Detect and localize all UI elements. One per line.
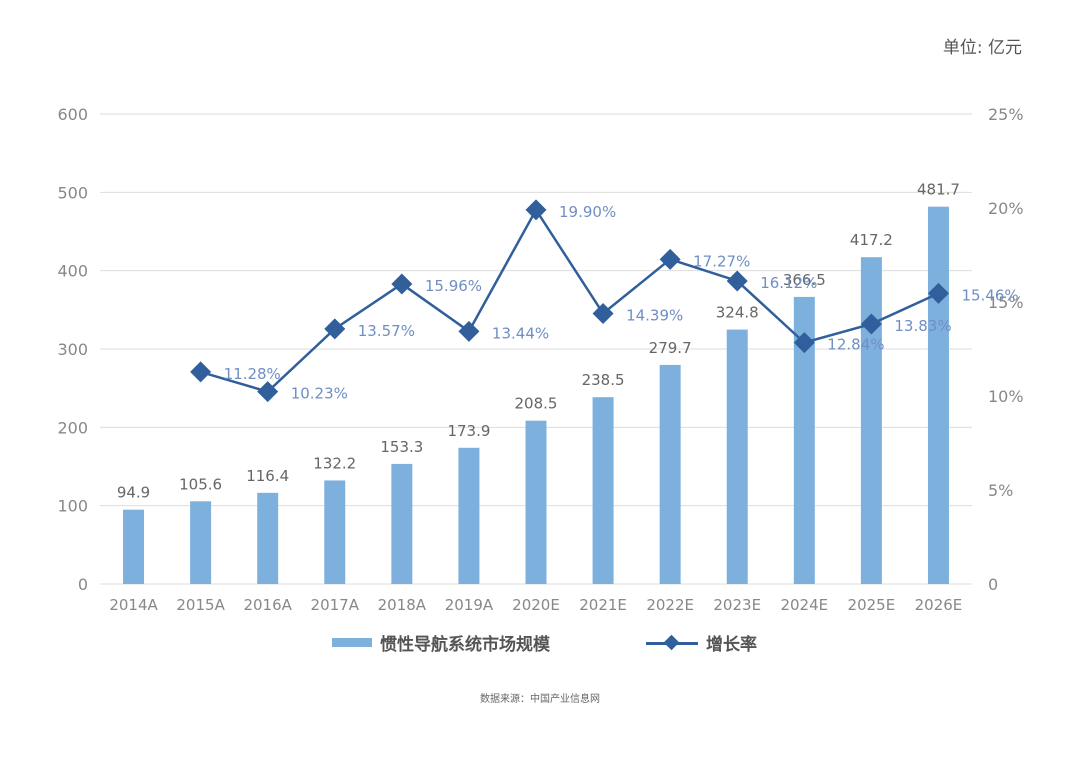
legend-swatch-bar — [332, 638, 372, 647]
growth-rate-point — [190, 361, 212, 383]
y-left-tick-label: 400 — [57, 262, 88, 281]
growth-rate-label: 15.46% — [961, 286, 1018, 304]
bar — [458, 447, 480, 584]
y-left-tick-label: 600 — [57, 105, 88, 124]
x-tick-label: 2025E — [848, 596, 896, 614]
y-right-tick-label: 5% — [988, 481, 1013, 500]
bar — [860, 257, 882, 584]
legend-item-bar: 惯性导航系统市场规模 — [332, 630, 550, 655]
bar-value-label: 153.3 — [380, 438, 423, 456]
bar-value-label: 238.5 — [582, 371, 625, 389]
growth-rate-point — [659, 248, 681, 270]
growth-rate-point — [860, 313, 882, 335]
bar-value-label: 94.9 — [117, 484, 150, 502]
bar — [123, 509, 145, 584]
x-tick-label: 2014A — [109, 596, 158, 614]
growth-rate-label: 15.96% — [425, 277, 482, 295]
y-right-tick-label: 10% — [988, 387, 1024, 406]
x-tick-label: 2018A — [378, 596, 427, 614]
bar — [659, 364, 681, 584]
bar-value-label: 366.5 — [783, 271, 826, 289]
unit-label: 单位: 亿元 — [942, 38, 1022, 58]
bar-value-label: 132.2 — [313, 454, 356, 472]
bar — [793, 296, 815, 584]
bar — [592, 397, 614, 584]
bar-value-label: 105.6 — [179, 475, 222, 493]
growth-rate-label: 14.39% — [626, 306, 683, 324]
y-right-tick-label: 15% — [988, 293, 1024, 312]
growth-rate-label: 17.27% — [693, 252, 750, 270]
legend-swatch-line — [646, 636, 698, 650]
y-right-tick-label: 20% — [988, 199, 1024, 218]
growth-rate-label: 13.57% — [358, 322, 415, 340]
growth-rate-point — [793, 332, 815, 354]
growth-rate-point — [525, 199, 547, 221]
bar-value-label: 417.2 — [850, 231, 893, 249]
bar-value-label: 116.4 — [246, 467, 289, 485]
y-right-tick-label: 25% — [988, 105, 1024, 124]
growth-rate-label: 16.12% — [760, 274, 817, 292]
legend: 惯性导航系统市场规模 增长率 — [0, 630, 1080, 656]
x-tick-label: 2024E — [780, 596, 828, 614]
growth-rate-label: 13.44% — [492, 324, 549, 342]
combo-chart: 0 100 200 300 400 500 600 0 5% 10% 15% 20% 25% 94.9 10… — [57, 105, 1024, 614]
y-left-tick-label: 500 — [57, 183, 88, 202]
growth-rate-label: 13.83% — [894, 317, 951, 335]
bar-value-label: 481.7 — [917, 181, 960, 199]
growth-rate-point — [257, 381, 279, 403]
x-tick-label: 2022E — [646, 596, 694, 614]
bar — [525, 420, 547, 584]
growth-rate-label: 19.90% — [559, 203, 616, 221]
x-tick-label: 2017A — [311, 596, 360, 614]
growth-rate-label: 10.23% — [291, 385, 348, 403]
x-tick-label: 2020E — [512, 596, 560, 614]
growth-rate-point — [324, 318, 346, 340]
growth-rate-line — [200, 207, 939, 394]
growth-rate-point — [927, 282, 949, 304]
bar — [726, 329, 748, 584]
bar — [324, 480, 346, 584]
growth-rate-label: 12.84% — [827, 336, 884, 354]
x-tick-label: 2019A — [445, 596, 494, 614]
growth-rate-point — [391, 273, 413, 295]
bar — [391, 463, 413, 584]
bar — [190, 501, 212, 584]
x-tick-label: 2021E — [579, 596, 627, 614]
bar-value-label: 173.9 — [447, 422, 490, 440]
bar-value-label: 324.8 — [716, 304, 759, 322]
source-note: 数据来源：中国产业信息网 — [480, 694, 600, 705]
bar-value-label: 279.7 — [649, 339, 692, 357]
bar-value-label: 208.5 — [515, 395, 558, 413]
y-left-tick-label: 300 — [57, 340, 88, 359]
y-left-tick-label: 100 — [57, 497, 88, 516]
growth-rate-point — [458, 320, 480, 342]
bar — [257, 492, 279, 584]
x-tick-label: 2023E — [713, 596, 761, 614]
x-tick-label: 2016A — [243, 596, 292, 614]
x-tick-label: 2026E — [915, 596, 963, 614]
y-right-tick-label: 0 — [988, 575, 998, 594]
legend-label-bar: 惯性导航系统市场规模 — [380, 635, 550, 655]
growth-rate-point — [592, 302, 614, 324]
growth-rate-point — [726, 270, 748, 292]
growth-rate-label: 11.28% — [224, 365, 281, 383]
x-tick-label: 2015A — [176, 596, 225, 614]
legend-label-line: 增长率 — [706, 635, 757, 655]
y-left-tick-label: 0 — [78, 575, 88, 594]
y-left-tick-label: 200 — [57, 418, 88, 437]
bar — [927, 206, 949, 584]
legend-item-line: 增长率 — [646, 630, 757, 655]
